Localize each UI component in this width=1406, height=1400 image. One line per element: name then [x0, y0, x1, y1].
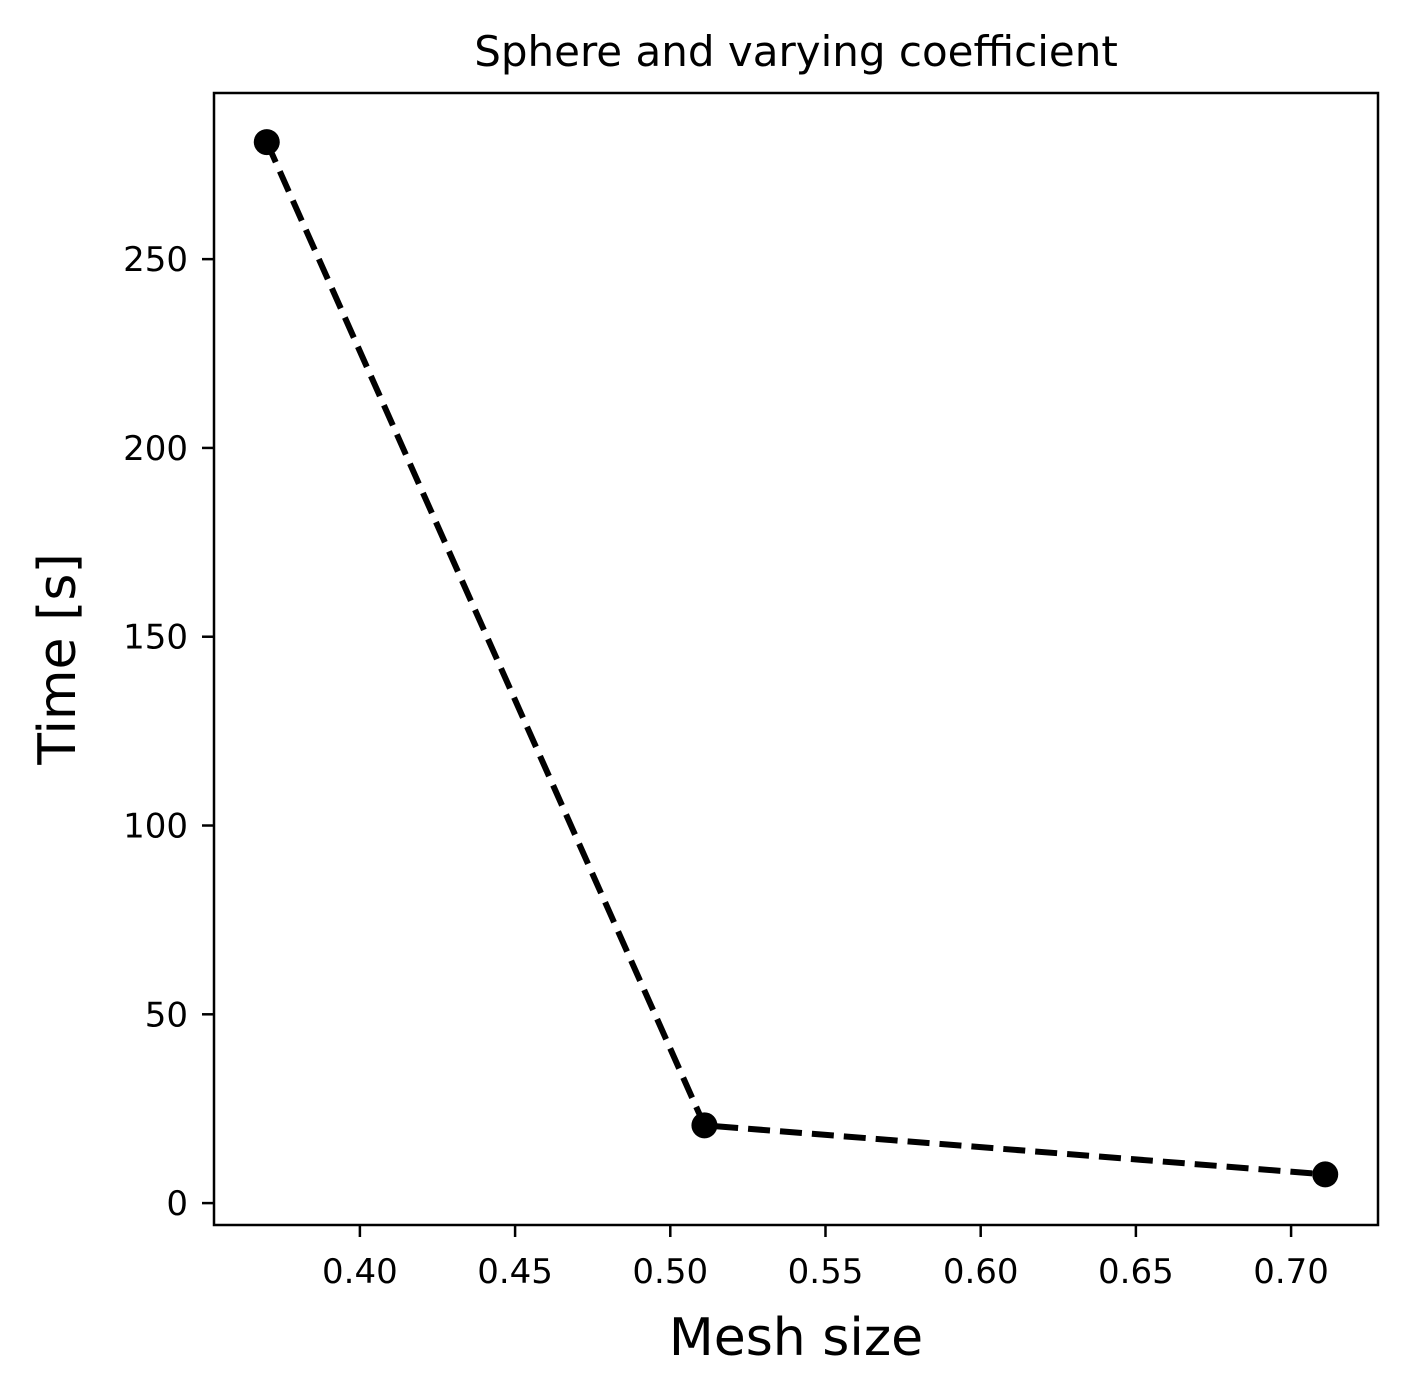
data-point — [253, 129, 280, 156]
y-tick-label: 0 — [166, 1184, 188, 1224]
y-tick-label: 150 — [123, 618, 188, 658]
chart-title: Sphere and varying coefficient — [474, 27, 1118, 76]
x-tick-label: 0.45 — [477, 1252, 553, 1292]
x-tick-label: 0.55 — [788, 1252, 864, 1292]
y-tick-label: 50 — [145, 995, 188, 1035]
x-tick-label: 0.70 — [1253, 1252, 1329, 1292]
x-axis-ticks: 0.40 0.45 0.50 0.55 0.60 0.65 0.70 — [322, 1225, 1329, 1292]
x-axis-label: Mesh size — [669, 1308, 923, 1368]
x-tick-label: 0.65 — [1098, 1252, 1174, 1292]
data-point — [1312, 1161, 1339, 1188]
y-tick-label: 200 — [123, 429, 188, 469]
y-axis-ticks: 0 50 100 150 200 250 — [123, 240, 214, 1224]
data-point — [691, 1112, 718, 1139]
x-tick-label: 0.50 — [632, 1252, 708, 1292]
y-tick-label: 100 — [123, 807, 188, 847]
y-tick-label: 250 — [123, 240, 188, 280]
y-axis-label: Time [s] — [28, 553, 88, 765]
x-tick-label: 0.60 — [943, 1252, 1019, 1292]
series-layer — [253, 129, 1339, 1188]
plot-frame — [212, 91, 1380, 1227]
x-tick-label: 0.40 — [322, 1252, 398, 1292]
